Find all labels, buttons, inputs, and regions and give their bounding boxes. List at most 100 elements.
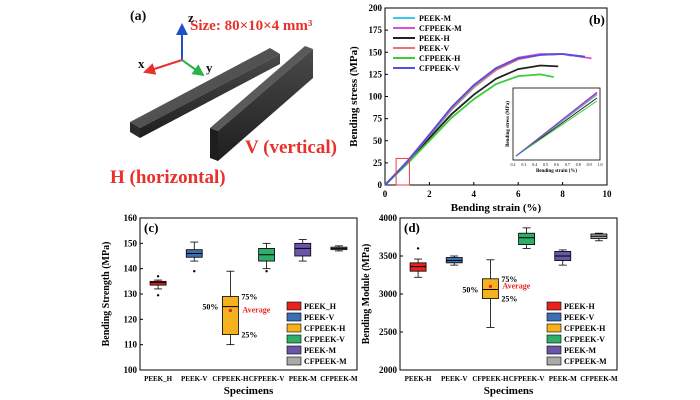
legend-label: PEEK-V xyxy=(304,313,334,322)
y-tick-label: 110 xyxy=(124,340,138,350)
y-tick-label: 50 xyxy=(373,136,383,146)
y-tick-label: 0 xyxy=(378,180,383,190)
box-cfpeek-v xyxy=(258,242,275,273)
box-cfpeek-v xyxy=(518,227,535,249)
legend-label: PEEK-M xyxy=(304,346,336,355)
y-tick-label: 150 xyxy=(369,47,383,57)
inset-x-tick-label: 0.7 xyxy=(565,162,570,167)
x-tick-label: 6 xyxy=(516,189,521,199)
y-tick-label: 3000 xyxy=(379,289,398,299)
panel-label: (c) xyxy=(144,220,158,235)
x-tick-label: CFPEEK-H xyxy=(212,375,249,383)
panel-a-photo: (a) Size: 80×10×4 mm³ z x y V (vertical)… xyxy=(110,9,337,188)
legend-label: PEEK_H xyxy=(304,302,337,311)
legend-label: PEEK-V xyxy=(564,313,594,322)
label-horizontal: H (horizontal) xyxy=(110,167,226,188)
outlier-point xyxy=(156,275,160,278)
x-tick-label: 2 xyxy=(427,189,432,199)
legend-swatch xyxy=(546,334,562,344)
box-peek-m xyxy=(294,239,312,262)
annotation-average: Average xyxy=(502,281,530,290)
y-tick-label: 100 xyxy=(369,92,383,102)
inset-x-tick-label: 0.5 xyxy=(543,162,548,167)
inset-x-tick-label: 0.3 xyxy=(521,162,526,167)
panel-b-stress-strain-chart: (b)0 2 4 6 8 100255075100125150175200Bending … xyxy=(348,3,613,214)
mean-marker xyxy=(228,308,232,312)
outlier-point xyxy=(416,247,420,250)
box-peek-v xyxy=(185,241,203,273)
x-tick-label: 8 xyxy=(560,189,565,199)
outlier-point xyxy=(193,270,196,273)
legend-label: CFPEEK-V xyxy=(419,64,460,73)
x-axis-label: Specimens xyxy=(484,385,534,397)
y-tick-label: 125 xyxy=(369,69,383,79)
x-axis-label: Bending strain (%) xyxy=(451,202,542,214)
box-peek-v xyxy=(445,255,463,266)
box-body xyxy=(518,232,535,246)
legend-swatch xyxy=(286,345,302,355)
panel-c-strength-boxplot: (c) 100 110 120 130 140 150 160 Bending Strength… xyxy=(101,213,358,397)
panel-a-label: (a) xyxy=(130,9,147,24)
legend-swatch xyxy=(286,301,302,311)
y-tick-label: 120 xyxy=(124,314,138,324)
specimen-horizontal-bar xyxy=(130,48,280,138)
inset-x-tick-label: 0.9 xyxy=(587,162,592,167)
y-tick-label: 3500 xyxy=(379,251,398,261)
x-tick-label: 10 xyxy=(603,189,613,199)
annotation-75: 75% xyxy=(241,293,257,302)
box-peek-m xyxy=(554,249,572,266)
series-line-peek-h xyxy=(384,64,559,186)
y-tick-label: 150 xyxy=(124,238,138,248)
y-tick-label: 175 xyxy=(369,25,383,35)
legend-swatch xyxy=(546,312,562,322)
legend-label: CFPEEK-V xyxy=(564,335,605,344)
y-axis-label: Bending stress (MPa) xyxy=(348,46,360,147)
box-body xyxy=(294,242,312,257)
box-cfpeek-m xyxy=(330,245,348,252)
series-line-cfpeek-v xyxy=(384,53,585,186)
legend-label: CFPEEK-M xyxy=(419,24,462,33)
inset-x-axis-label: Bending strain (%) xyxy=(536,169,577,174)
y-axis-label: Bending Module (MPa) xyxy=(361,244,372,345)
inset-series-line xyxy=(515,100,598,157)
legend-label: CFPEEK-M xyxy=(564,357,607,366)
x-tick-label: 0 xyxy=(383,189,388,199)
inset-x-tick-label: 0.2 xyxy=(511,162,516,167)
legend-swatch xyxy=(286,312,302,322)
x-tick-label: CFPEEK-V xyxy=(249,375,285,383)
legend-label: CFPEEK-V xyxy=(304,335,345,344)
y-tick-label: 100 xyxy=(124,365,138,375)
axis-x-label: x xyxy=(138,56,145,71)
box-peek_h xyxy=(149,275,167,297)
zoom-region-box xyxy=(395,157,410,186)
x-tick-label: CFPEEK-M xyxy=(580,375,618,383)
specimen-vertical-bar xyxy=(210,46,313,161)
legend-swatch xyxy=(546,356,562,366)
x-tick-label: PEEK-V xyxy=(441,375,467,383)
x-tick-label: 4 xyxy=(472,189,477,199)
legend-label: CFPEEK-H xyxy=(304,324,346,333)
annotation-25: 25% xyxy=(241,331,257,340)
x-tick-label: PEEK-M xyxy=(289,375,317,383)
inset-x-tick-label: 0.6 xyxy=(554,162,559,167)
y-tick-label: 75 xyxy=(373,114,383,124)
legend-label: CFPEEK-M xyxy=(304,357,347,366)
x-tick-label: PEEK-H xyxy=(405,375,432,383)
legend-label: PEEK-M xyxy=(564,346,596,355)
inset-x-tick-label: 0.4 xyxy=(532,162,537,167)
panel-d-modulus-boxplot: (d) 2000 2500 3000 3500 4000 Bending Module (M… xyxy=(361,213,618,397)
legend-label: PEEK-H xyxy=(564,302,595,311)
x-tick-label: CFPEEK-H xyxy=(472,375,509,383)
y-axis-label: Bending Strength (MPa) xyxy=(101,242,112,347)
legend-label: PEEK-H xyxy=(419,34,450,43)
axis-z-label: z xyxy=(188,10,194,25)
legend-swatch xyxy=(546,301,562,311)
axis-y-label: y xyxy=(206,60,213,75)
specimen-size-text: Size: 80×10×4 mm³ xyxy=(190,18,313,34)
y-tick-label: 2000 xyxy=(379,365,398,375)
y-tick-label: 130 xyxy=(124,289,138,299)
x-tick-label: PEEK-V xyxy=(181,375,207,383)
outlier-point xyxy=(265,270,268,273)
x-tick-label: PEEK-M xyxy=(549,375,577,383)
y-tick-label: 4000 xyxy=(379,213,398,223)
